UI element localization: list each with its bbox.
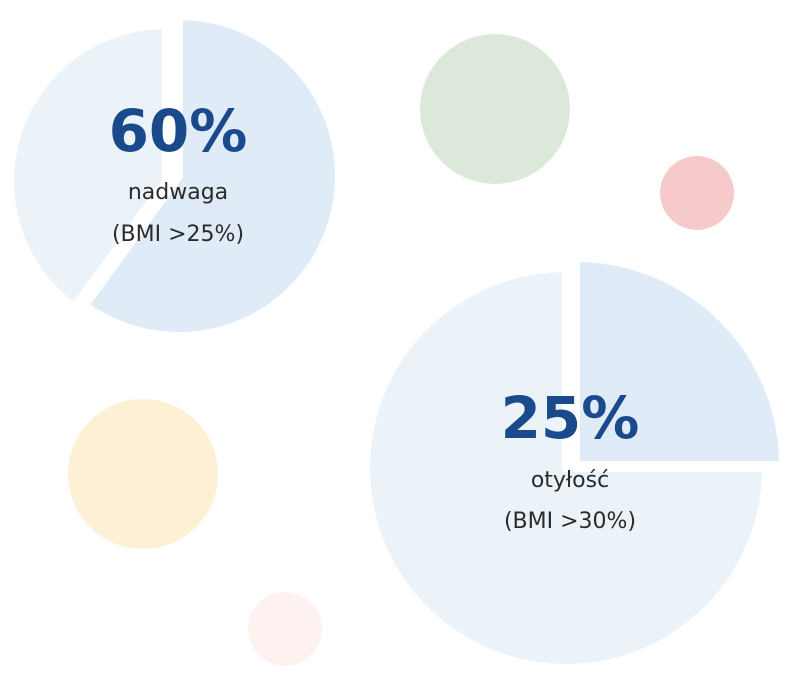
pie-slice xyxy=(572,254,787,469)
pie-subtitle: (BMI >30%) xyxy=(504,509,636,534)
decor-circle xyxy=(660,156,734,230)
pie-title: nadwaga xyxy=(128,180,228,205)
decor-circle xyxy=(68,399,218,549)
decor-circle xyxy=(248,592,322,666)
value-label: 25% xyxy=(501,384,640,452)
pie-subtitle: (BMI >25%) xyxy=(112,222,244,247)
pie-remainder xyxy=(362,264,770,672)
pie-slice xyxy=(80,12,343,340)
value-label: 60% xyxy=(109,97,248,165)
pie-remainder xyxy=(6,21,170,312)
decor-circle xyxy=(420,34,570,184)
pie-title: otyłość xyxy=(531,468,609,493)
